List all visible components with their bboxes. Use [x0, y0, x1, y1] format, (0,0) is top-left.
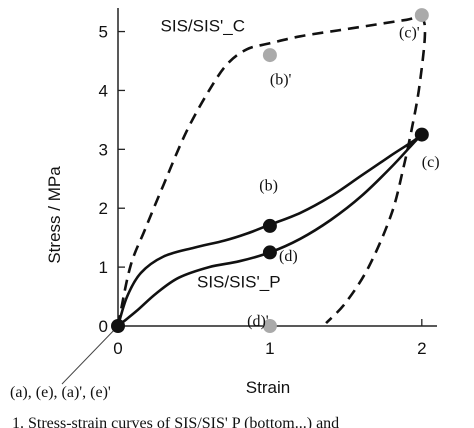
- x-tick-label: 2: [417, 339, 426, 358]
- x-axis-label: Strain: [246, 378, 290, 397]
- point-label: (c): [422, 154, 440, 171]
- series-label: SIS/SIS'_P: [197, 273, 281, 292]
- series-label: SIS/SIS'_C: [161, 17, 246, 36]
- point-label: (b): [259, 178, 278, 195]
- y-tick-label: 2: [99, 199, 108, 218]
- data-point: [262, 48, 277, 63]
- point-label: (c)': [399, 24, 420, 41]
- point-label: (d): [279, 248, 298, 265]
- point-label: (d)': [247, 313, 269, 330]
- points-layer: [111, 8, 429, 333]
- figure-caption: 1. Stress-strain curves of SIS/SIS' P (b…: [12, 415, 339, 428]
- y-axis-label: Stress / MPa: [45, 166, 64, 264]
- series-line-c: [116, 15, 427, 327]
- y-tick-label: 1: [99, 258, 108, 277]
- y-tick-label: 3: [99, 140, 108, 159]
- data-point: [262, 245, 277, 260]
- text-layer: Stress / MPa Strain (a), (e), (a)', (e)'…: [10, 17, 440, 428]
- origin-callout-label: (a), (e), (a)', (e)': [10, 384, 111, 401]
- axes: 0 1 2 3 4 5 0 1 2: [61, 8, 437, 385]
- y-tick-label: 4: [99, 81, 108, 100]
- data-point: [262, 218, 277, 233]
- y-tick-label: 5: [99, 23, 108, 42]
- y-tick-label: 0: [99, 317, 108, 336]
- point-label: (b)': [270, 72, 292, 89]
- x-tick-label: 0: [113, 339, 122, 358]
- data-point: [111, 319, 125, 333]
- data-point: [414, 127, 429, 142]
- data-point: [262, 319, 277, 333]
- origin-callout-line: [61, 325, 119, 385]
- data-point: [414, 8, 429, 23]
- x-tick-label: 1: [265, 339, 274, 358]
